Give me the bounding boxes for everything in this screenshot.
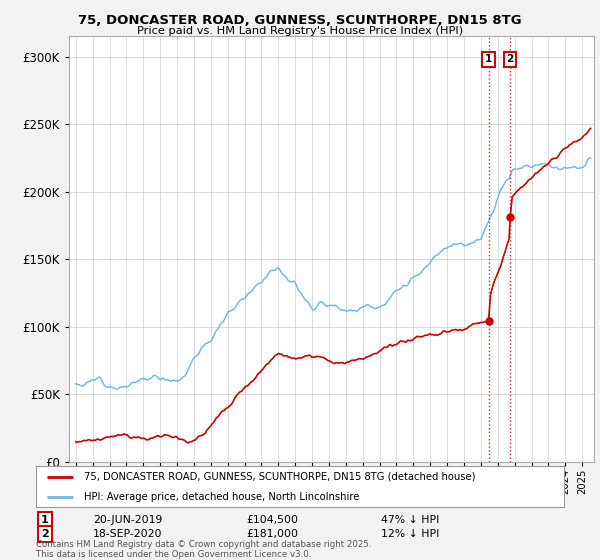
Text: Price paid vs. HM Land Registry's House Price Index (HPI): Price paid vs. HM Land Registry's House … [137, 26, 463, 36]
Text: 12% ↓ HPI: 12% ↓ HPI [381, 529, 439, 539]
Text: 2: 2 [506, 54, 514, 64]
Text: £181,000: £181,000 [246, 529, 298, 539]
Text: 75, DONCASTER ROAD, GUNNESS, SCUNTHORPE, DN15 8TG: 75, DONCASTER ROAD, GUNNESS, SCUNTHORPE,… [78, 14, 522, 27]
Text: 75, DONCASTER ROAD, GUNNESS, SCUNTHORPE, DN15 8TG (detached house): 75, DONCASTER ROAD, GUNNESS, SCUNTHORPE,… [83, 472, 475, 482]
Text: Contains HM Land Registry data © Crown copyright and database right 2025.
This d: Contains HM Land Registry data © Crown c… [36, 540, 371, 559]
Text: 47% ↓ HPI: 47% ↓ HPI [381, 515, 439, 525]
Text: HPI: Average price, detached house, North Lincolnshire: HPI: Average price, detached house, Nort… [83, 492, 359, 502]
Text: 1: 1 [485, 54, 492, 64]
Text: £104,500: £104,500 [246, 515, 298, 525]
Text: 20-JUN-2019: 20-JUN-2019 [93, 515, 163, 525]
Text: 18-SEP-2020: 18-SEP-2020 [93, 529, 163, 539]
Text: 1: 1 [41, 515, 49, 525]
Text: 2: 2 [41, 529, 49, 539]
